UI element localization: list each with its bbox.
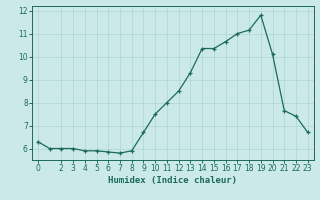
- X-axis label: Humidex (Indice chaleur): Humidex (Indice chaleur): [108, 176, 237, 185]
